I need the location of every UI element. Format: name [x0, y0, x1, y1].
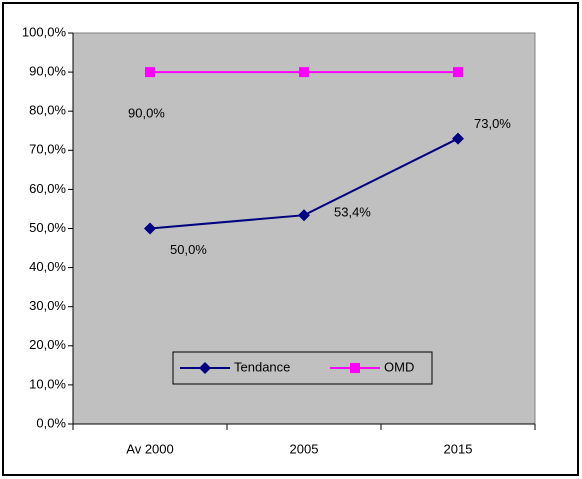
y-tick-label: 50,0% — [29, 220, 66, 235]
y-tick-label: 70,0% — [29, 142, 66, 157]
marker — [452, 132, 464, 145]
y-tick-label: 20,0% — [29, 337, 66, 352]
data-label: 73,0% — [474, 116, 511, 131]
y-tick-label: 90,0% — [29, 64, 66, 79]
data-label: 53,4% — [334, 205, 371, 220]
legend-label: OMD — [384, 359, 414, 374]
y-tick-label: 60,0% — [29, 181, 66, 196]
y-tick-label: 40,0% — [29, 259, 66, 274]
x-tick-label: Av 2000 — [126, 441, 173, 456]
marker — [453, 67, 463, 78]
y-tick-label: 0,0% — [36, 415, 66, 430]
y-tick-label: 10,0% — [29, 376, 66, 391]
y-tick-label: 30,0% — [29, 298, 66, 313]
marker — [299, 67, 309, 78]
y-tick-label: 80,0% — [29, 103, 66, 118]
y-tick-label: 100,0% — [22, 24, 67, 39]
x-tick-label: 2015 — [444, 441, 473, 456]
marker — [199, 362, 211, 374]
legend-label: Tendance — [234, 359, 290, 374]
marker — [298, 209, 310, 222]
marker — [350, 363, 360, 373]
marker — [144, 222, 156, 235]
data-label: 90,0% — [128, 106, 165, 121]
data-label: 50,0% — [170, 242, 207, 257]
x-tick-label: 2005 — [290, 441, 319, 456]
marker — [145, 67, 155, 78]
